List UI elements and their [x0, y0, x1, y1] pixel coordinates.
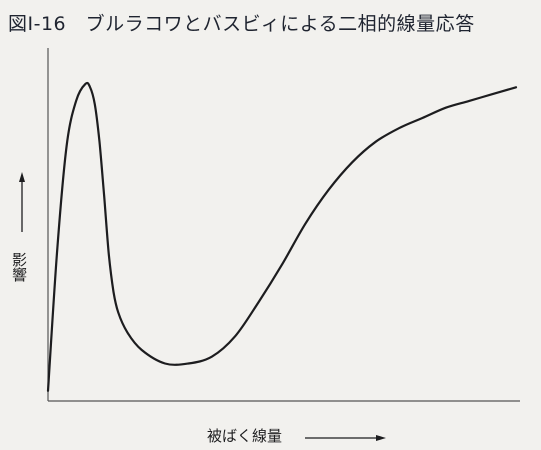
y-axis-label: 影響: [10, 252, 28, 282]
figure-title: 図Ⅰ-16 ブルラコワとバスビィによる二相的線量応答: [8, 13, 475, 35]
dose-response-curve: [46, 81, 518, 392]
y-axis-arrowhead: [19, 172, 25, 182]
x-axis-arrowhead: [376, 435, 386, 441]
x-axis-label: 被ばく線量: [207, 427, 283, 445]
